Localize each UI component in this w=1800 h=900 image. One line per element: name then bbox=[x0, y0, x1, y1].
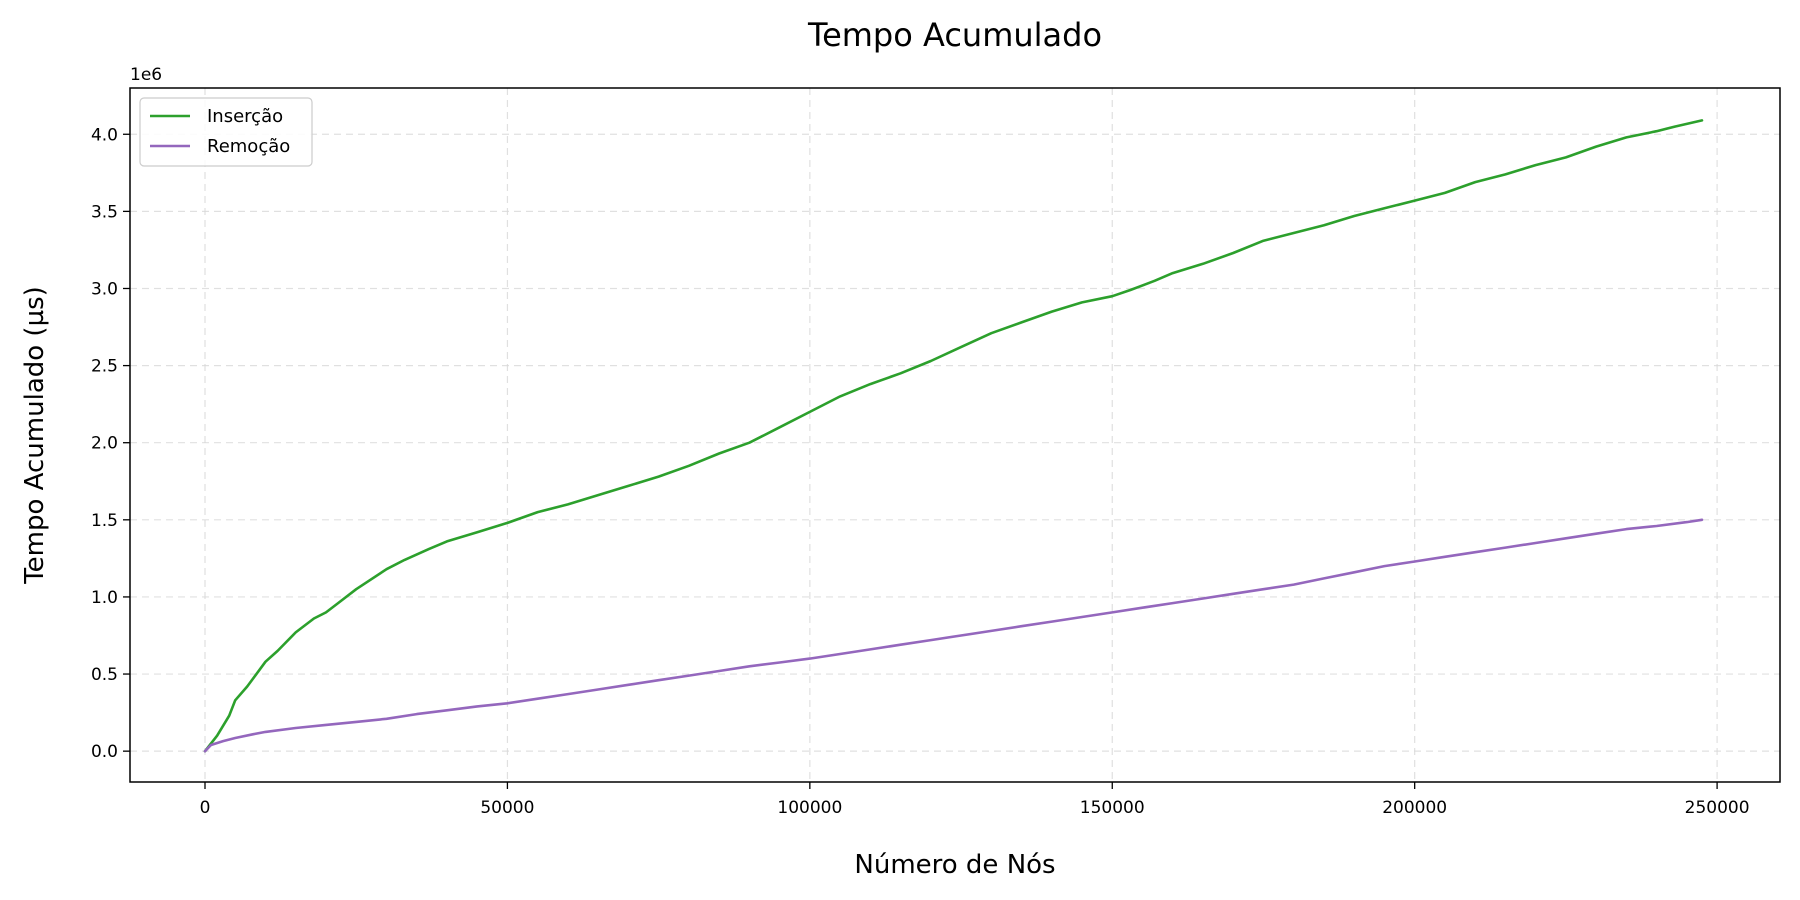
chart-title: Tempo Acumulado bbox=[807, 16, 1102, 54]
y-tick-label: 0.5 bbox=[91, 665, 118, 685]
series-layer bbox=[203, 119, 1704, 753]
y-tick-label: 0.0 bbox=[91, 742, 118, 762]
x-tick-label: 200000 bbox=[1382, 798, 1447, 818]
y-axis-label: Tempo Acumulado (µs) bbox=[20, 286, 50, 585]
y-axis-offset-label: 1e6 bbox=[130, 65, 162, 85]
x-tick-label: 50000 bbox=[480, 798, 534, 818]
y-tick-label: 2.0 bbox=[91, 434, 118, 454]
plot-frame bbox=[129, 87, 1781, 783]
tick-layer: 0 50000 100000 150000 200000 250000 0.0 0.5 1.0 1… bbox=[91, 125, 1750, 818]
legend-label-insercao: Inserção bbox=[207, 106, 283, 127]
series-line-remocao bbox=[203, 518, 1704, 753]
y-tick-label: 3.5 bbox=[91, 202, 118, 222]
legend-label-remocao: Remoção bbox=[207, 136, 290, 157]
x-tick-label: 100000 bbox=[777, 798, 842, 818]
y-tick-label: 4.0 bbox=[91, 125, 118, 145]
x-tick-label: 250000 bbox=[1685, 798, 1750, 818]
x-tick-label: 150000 bbox=[1080, 798, 1145, 818]
y-tick-label: 2.5 bbox=[91, 357, 118, 377]
legend: Inserção Remoção bbox=[139, 97, 313, 167]
grid-layer bbox=[130, 88, 1780, 782]
y-tick-label: 3.0 bbox=[91, 279, 118, 299]
y-tick-label: 1.0 bbox=[91, 588, 118, 608]
x-tick-label: 0 bbox=[200, 798, 211, 818]
series-line-insercao bbox=[203, 119, 1704, 753]
y-tick-label: 1.5 bbox=[91, 511, 118, 531]
x-axis-label: Número de Nós bbox=[854, 850, 1055, 880]
